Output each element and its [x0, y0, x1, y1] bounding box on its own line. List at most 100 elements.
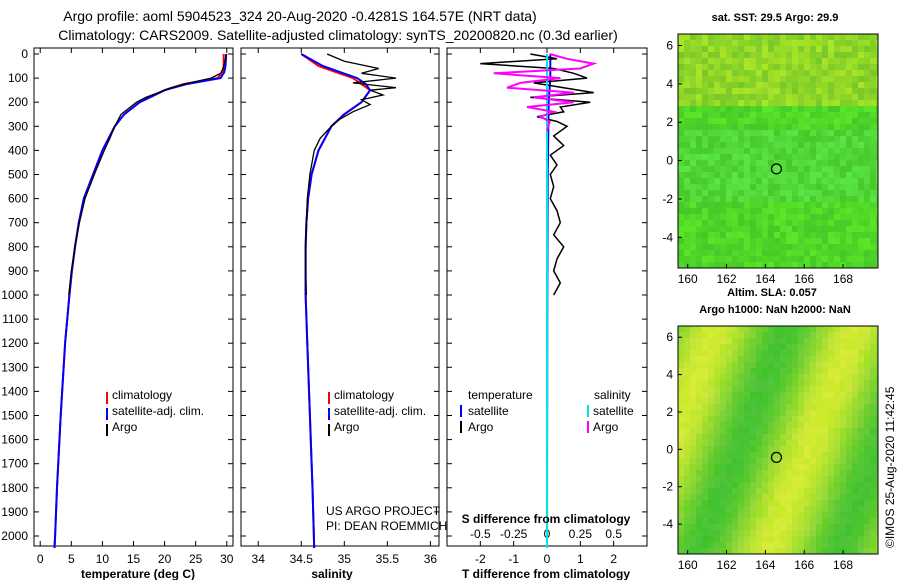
map-cell	[702, 434, 708, 440]
map-cell	[840, 58, 846, 64]
map-cell	[822, 464, 828, 470]
map-cell	[840, 536, 846, 542]
map-cell	[870, 464, 876, 470]
series-line	[300, 53, 372, 549]
map-cell	[708, 244, 714, 250]
map-cell	[804, 476, 810, 482]
map-cell	[846, 398, 852, 404]
map-cell	[756, 100, 762, 106]
map-cell	[876, 100, 878, 106]
x-tick-label: 1	[577, 552, 584, 566]
map-cell	[690, 416, 696, 422]
map-cell	[858, 196, 864, 202]
map-cell	[852, 464, 858, 470]
map-cell	[684, 250, 690, 256]
map-cell	[762, 178, 768, 184]
map-cell	[684, 530, 690, 536]
map-cell	[780, 148, 786, 154]
map-cell	[684, 410, 690, 416]
map-cell	[804, 136, 810, 142]
map-cell	[798, 154, 804, 160]
map-cell	[798, 184, 804, 190]
map-cell	[738, 434, 744, 440]
map-cell	[780, 196, 786, 202]
map-cell	[726, 184, 732, 190]
map-cell	[828, 76, 834, 82]
map-cell	[744, 332, 750, 338]
map-cell	[708, 524, 714, 530]
map-cell	[744, 470, 750, 476]
map-cell	[744, 452, 750, 458]
map-cell	[828, 232, 834, 238]
map-cell	[696, 34, 702, 40]
map-cell	[762, 524, 768, 530]
map-cell	[846, 100, 852, 106]
map-cell	[732, 190, 738, 196]
map-cell	[714, 344, 720, 350]
map-cell	[858, 362, 864, 368]
map-cell	[690, 422, 696, 428]
map-cell	[780, 136, 786, 142]
map-cell	[852, 52, 858, 58]
map-cell	[744, 458, 750, 464]
map-cell	[876, 482, 878, 488]
map-cell	[846, 410, 852, 416]
map-cell	[696, 440, 702, 446]
map-cell	[732, 172, 738, 178]
map-cell	[786, 130, 792, 136]
map-cell	[744, 338, 750, 344]
map-cell	[804, 190, 810, 196]
map-cell	[846, 440, 852, 446]
map-cell	[750, 344, 756, 350]
map-cell	[690, 524, 696, 530]
map-cell	[864, 202, 870, 208]
map-cell	[852, 440, 858, 446]
map-cell	[822, 190, 828, 196]
map-cell	[810, 542, 816, 548]
map-cell	[792, 530, 798, 536]
map-cell	[780, 338, 786, 344]
map-cell	[756, 512, 762, 518]
map-cell	[852, 344, 858, 350]
map-cell	[792, 410, 798, 416]
map-cell	[864, 350, 870, 356]
map-cell	[798, 404, 804, 410]
map-cell	[822, 524, 828, 530]
map-cell	[870, 470, 876, 476]
map-cell	[756, 482, 762, 488]
map-cell	[768, 356, 774, 362]
map-cell	[738, 256, 744, 262]
map-cell	[732, 362, 738, 368]
map-cell	[858, 404, 864, 410]
map-cell	[810, 392, 816, 398]
map-cell	[690, 88, 696, 94]
map-cell	[828, 542, 834, 548]
map-cell	[876, 82, 878, 88]
map-cell	[750, 428, 756, 434]
map-cell	[870, 112, 876, 118]
map-cell	[714, 154, 720, 160]
map-cell	[684, 332, 690, 338]
map-cell	[876, 398, 878, 404]
map-cell	[678, 512, 684, 518]
map-cell	[810, 76, 816, 82]
map-cell	[876, 166, 878, 172]
map-cell	[768, 118, 774, 124]
map-cell	[828, 428, 834, 434]
map-cell	[858, 172, 864, 178]
map-cell	[870, 536, 876, 542]
map-cell	[732, 356, 738, 362]
map-cell	[828, 524, 834, 530]
map-cell	[774, 262, 780, 268]
map-cell	[690, 262, 696, 268]
x-tick-label: 35.5	[376, 552, 400, 566]
map-cell	[852, 124, 858, 130]
map-cell	[774, 244, 780, 250]
map-cell	[846, 368, 852, 374]
map-cell	[786, 100, 792, 106]
map-y-tick-label: 2	[666, 405, 673, 419]
map-cell	[786, 422, 792, 428]
map-cell	[732, 106, 738, 112]
map-cell	[702, 362, 708, 368]
map-cell	[780, 326, 786, 332]
